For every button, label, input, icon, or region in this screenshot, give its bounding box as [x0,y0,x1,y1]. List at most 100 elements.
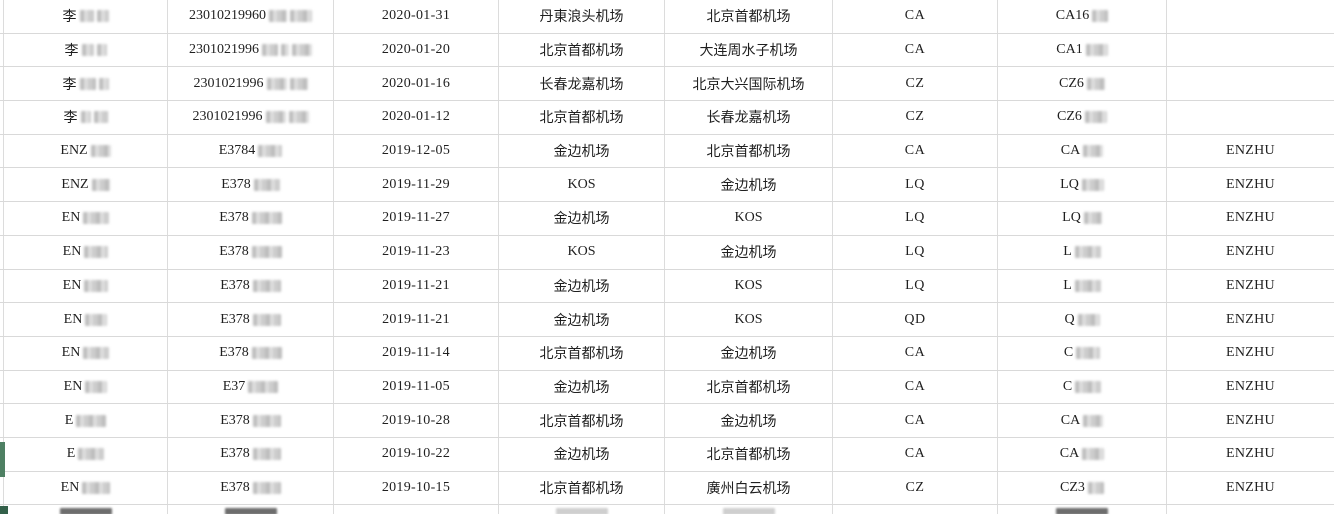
cell-name[interactable]: EN [4,370,168,404]
cell-flight-number[interactable]: C [998,370,1167,404]
cell-arrival-airport[interactable]: 金边机场 [665,235,833,269]
cell-airline-code[interactable]: LQ [833,269,998,303]
cell-arrival-airport[interactable]: 北京首都机场 [665,437,833,471]
cell-arrival-airport[interactable]: KOS [665,303,833,336]
cell-id-number[interactable]: E378 [168,202,334,235]
cell-flight-date[interactable]: 2019-11-29 [334,168,499,202]
cell-flight-date[interactable]: 2019-11-21 [334,269,499,303]
cell-passenger-code[interactable] [1167,505,1334,514]
cell-flight-number[interactable]: C [998,336,1167,370]
cell-flight-number[interactable]: CA [998,404,1167,437]
cell-flight-number[interactable]: CA16 [998,0,1167,33]
cell-airline-code[interactable]: CA [833,134,998,168]
cell-passenger-code[interactable]: ENZHU [1167,270,1334,303]
cell-flight-date[interactable]: 2019-10-22 [334,437,499,471]
cell-arrival-airport[interactable]: 金边机场 [665,404,833,437]
cell-name[interactable]: ENZ [4,134,168,168]
cell-flight-number[interactable] [998,505,1167,514]
cell-flight-date[interactable]: 2019-11-23 [334,235,499,269]
cell-flight-number[interactable]: L [998,235,1167,269]
cell-arrival-airport[interactable]: 大连周水子机场 [665,33,833,67]
cell-flight-number[interactable]: CA [998,134,1167,168]
cell-airline-code[interactable]: QD [833,303,998,336]
cell-flight-date[interactable]: 2019-10-15 [334,471,499,505]
cell-departure-airport[interactable]: 金边机场 [499,269,665,303]
cell-flight-date[interactable]: 2019-10-28 [334,404,499,437]
cell-departure-airport[interactable]: 金边机场 [499,303,665,336]
cell-arrival-airport[interactable]: 金边机场 [665,168,833,202]
cell-departure-airport[interactable]: 长春龙嘉机场 [499,67,665,101]
cell-name[interactable]: 李 [4,33,168,67]
cell-flight-number[interactable]: Q [998,303,1167,336]
cell-name[interactable]: EN [4,471,168,505]
cell-arrival-airport[interactable]: 北京首都机场 [665,370,833,404]
cell-id-number[interactable]: 2301021996 [168,67,334,101]
cell-id-number[interactable]: E378 [168,168,334,202]
cell-arrival-airport[interactable]: 北京首都机场 [665,0,833,33]
cell-departure-airport[interactable]: 北京首都机场 [499,404,665,437]
cell-arrival-airport[interactable]: 金边机场 [665,336,833,370]
cell-name[interactable]: EN [4,202,168,235]
cell-passenger-code[interactable]: ENZHU [1167,472,1334,505]
cell-name[interactable]: 李 [4,67,168,101]
cell-airline-code[interactable]: CA [833,336,998,370]
cell-airline-code[interactable]: CA [833,437,998,471]
cell-departure-airport[interactable]: 北京首都机场 [499,336,665,370]
cell-flight-date[interactable]: 2019-11-05 [334,370,499,404]
cell-arrival-airport[interactable] [665,505,833,514]
cell-flight-date[interactable]: 2020-01-31 [334,0,499,33]
cell-flight-number[interactable]: CA1 [998,33,1167,67]
cell-name[interactable]: E [4,437,168,471]
cell-flight-number[interactable]: CZ6 [998,101,1167,134]
cell-arrival-airport[interactable]: 廣州白云机场 [665,471,833,505]
cell-flight-date[interactable]: 2019-12-05 [334,134,499,168]
cell-flight-number[interactable]: L [998,269,1167,303]
cell-departure-airport[interactable]: 北京首都机场 [499,33,665,67]
cell-passenger-code[interactable] [1167,101,1334,134]
cell-airline-code[interactable]: CZ [833,67,998,101]
cell-id-number[interactable]: E378 [168,437,334,471]
cell-passenger-code[interactable]: ENZHU [1167,236,1334,269]
cell-departure-airport[interactable]: 金边机场 [499,202,665,235]
cell-airline-code[interactable]: CZ [833,101,998,134]
cell-departure-airport[interactable] [499,505,665,514]
cell-passenger-code[interactable]: ENZHU [1167,337,1334,370]
cell-id-number[interactable]: 2301021996 [168,101,334,134]
cell-name[interactable]: E [4,404,168,437]
cell-flight-date[interactable]: 2020-01-16 [334,67,499,101]
cell-passenger-code[interactable]: ENZHU [1167,438,1334,471]
cell-name[interactable]: EN [4,336,168,370]
cell-passenger-code[interactable] [1167,0,1334,33]
cell-airline-code[interactable]: CZ [833,471,998,505]
cell-id-number[interactable]: E3784 [168,134,334,168]
cell-flight-date[interactable]: 2019-11-21 [334,303,499,336]
cell-flight-number[interactable]: CA [998,437,1167,471]
cell-departure-airport[interactable]: KOS [499,168,665,202]
cell-airline-code[interactable]: CA [833,0,998,33]
cell-name[interactable] [4,505,168,514]
cell-name[interactable]: EN [4,235,168,269]
cell-flight-date[interactable]: 2020-01-12 [334,101,499,134]
cell-departure-airport[interactable]: 金边机场 [499,134,665,168]
cell-airline-code[interactable]: LQ [833,202,998,235]
cell-airline-code[interactable]: LQ [833,235,998,269]
cell-id-number[interactable] [168,505,334,514]
cell-flight-date[interactable]: 2020-01-20 [334,33,499,67]
cell-name[interactable]: EN [4,303,168,336]
cell-passenger-code[interactable] [1167,34,1334,67]
cell-id-number[interactable]: E378 [168,235,334,269]
cell-id-number[interactable]: E378 [168,471,334,505]
cell-id-number[interactable]: E378 [168,404,334,437]
cell-departure-airport[interactable]: 丹東浪头机场 [499,0,665,33]
cell-id-number[interactable]: E378 [168,336,334,370]
cell-departure-airport[interactable]: 金边机场 [499,437,665,471]
cell-name[interactable]: EN [4,269,168,303]
cell-id-number[interactable]: 2301021996 [168,33,334,67]
cell-airline-code[interactable]: CA [833,370,998,404]
cell-flight-number[interactable]: LQ [998,168,1167,202]
cell-arrival-airport[interactable]: KOS [665,202,833,235]
cell-departure-airport[interactable]: KOS [499,235,665,269]
cell-airline-code[interactable]: LQ [833,168,998,202]
cell-departure-airport[interactable]: 北京首都机场 [499,471,665,505]
cell-passenger-code[interactable]: ENZHU [1167,371,1334,404]
